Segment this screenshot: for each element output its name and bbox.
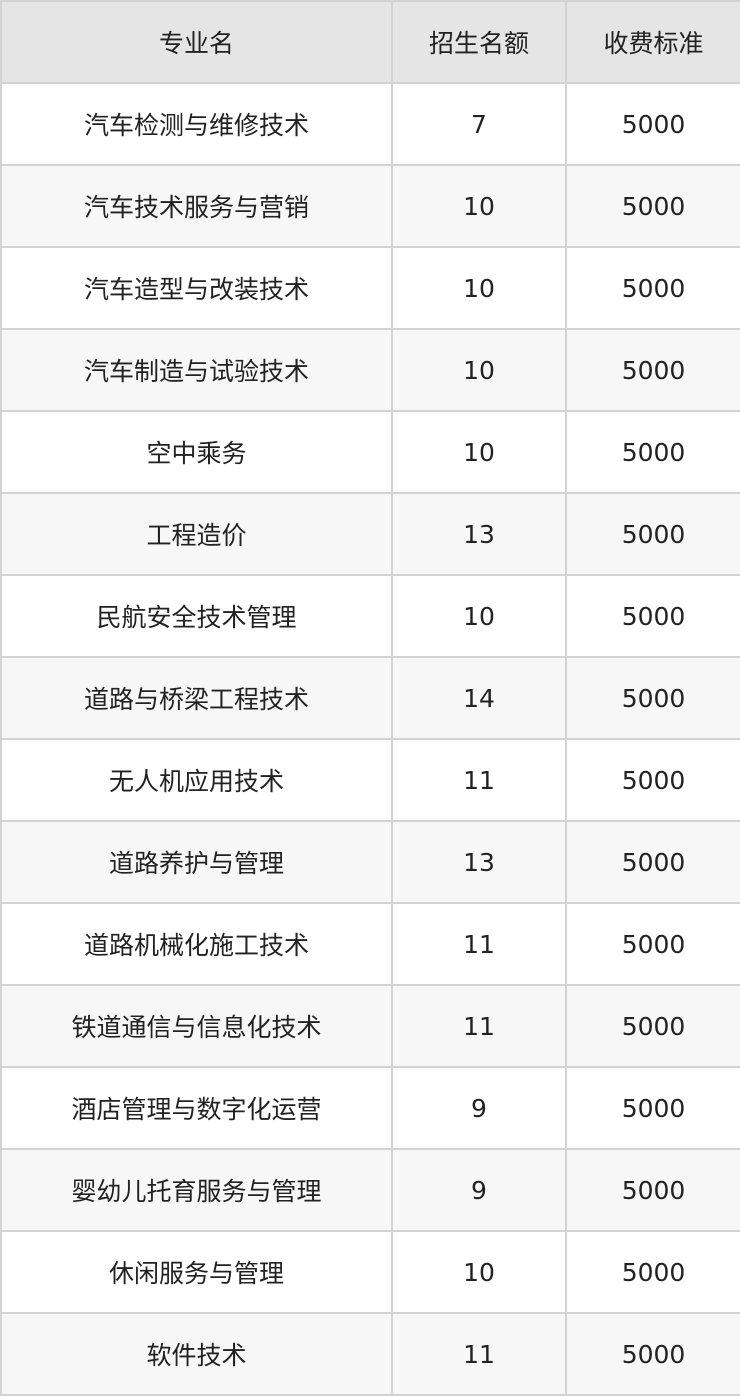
cell-major: 道路养护与管理 xyxy=(0,820,393,904)
cell-fee: 5000 xyxy=(565,1230,740,1314)
cell-fee: 5000 xyxy=(565,82,740,166)
cell-quota: 9 xyxy=(391,1148,567,1232)
cell-major: 汽车检测与维修技术 xyxy=(0,82,393,166)
cell-fee: 5000 xyxy=(565,164,740,248)
cell-quota: 9 xyxy=(391,1066,567,1150)
cell-quota: 7 xyxy=(391,82,567,166)
cell-fee: 5000 xyxy=(565,656,740,740)
header-row: 专业名 招生名额 收费标准 xyxy=(0,0,740,84)
cell-major: 道路与桥梁工程技术 xyxy=(0,656,393,740)
cell-quota: 10 xyxy=(391,410,567,494)
table-row: 道路与桥梁工程技术 14 5000 xyxy=(0,656,740,740)
table-row: 民航安全技术管理 10 5000 xyxy=(0,574,740,658)
cell-major: 婴幼儿托育服务与管理 xyxy=(0,1148,393,1232)
table-row: 空中乘务 10 5000 xyxy=(0,410,740,494)
cell-major: 空中乘务 xyxy=(0,410,393,494)
cell-quota: 13 xyxy=(391,492,567,576)
table-row: 酒店管理与数字化运营 9 5000 xyxy=(0,1066,740,1150)
cell-fee: 5000 xyxy=(565,820,740,904)
cell-quota: 11 xyxy=(391,1312,567,1396)
cell-major: 道路机械化施工技术 xyxy=(0,902,393,986)
cell-quota: 10 xyxy=(391,246,567,330)
cell-quota: 10 xyxy=(391,574,567,658)
cell-quota: 10 xyxy=(391,164,567,248)
cell-quota: 10 xyxy=(391,328,567,412)
cell-fee: 5000 xyxy=(565,1066,740,1150)
cell-major: 汽车技术服务与营销 xyxy=(0,164,393,248)
table-row: 软件技术 11 5000 xyxy=(0,1312,740,1396)
table-row: 道路养护与管理 13 5000 xyxy=(0,820,740,904)
cell-quota: 10 xyxy=(391,1230,567,1314)
cell-major: 无人机应用技术 xyxy=(0,738,393,822)
table-row: 工程造价 13 5000 xyxy=(0,492,740,576)
cell-quota: 13 xyxy=(391,820,567,904)
cell-fee: 5000 xyxy=(565,410,740,494)
cell-major: 工程造价 xyxy=(0,492,393,576)
table-row: 汽车制造与试验技术 10 5000 xyxy=(0,328,740,412)
cell-quota: 11 xyxy=(391,984,567,1068)
cell-fee: 5000 xyxy=(565,492,740,576)
table-row: 汽车检测与维修技术 7 5000 xyxy=(0,82,740,166)
header-fee: 收费标准 xyxy=(565,0,740,84)
header-major: 专业名 xyxy=(0,0,393,84)
cell-fee: 5000 xyxy=(565,574,740,658)
table-row: 汽车造型与改装技术 10 5000 xyxy=(0,246,740,330)
cell-fee: 5000 xyxy=(565,246,740,330)
table-row: 铁道通信与信息化技术 11 5000 xyxy=(0,984,740,1068)
table-row: 汽车技术服务与营销 10 5000 xyxy=(0,164,740,248)
header-quota: 招生名额 xyxy=(391,0,567,84)
cell-fee: 5000 xyxy=(565,738,740,822)
cell-major: 软件技术 xyxy=(0,1312,393,1396)
table-row: 道路机械化施工技术 11 5000 xyxy=(0,902,740,986)
cell-quota: 14 xyxy=(391,656,567,740)
cell-fee: 5000 xyxy=(565,984,740,1068)
cell-fee: 5000 xyxy=(565,328,740,412)
cell-major: 汽车制造与试验技术 xyxy=(0,328,393,412)
table-row: 休闲服务与管理 10 5000 xyxy=(0,1230,740,1314)
cell-fee: 5000 xyxy=(565,902,740,986)
table-row: 婴幼儿托育服务与管理 9 5000 xyxy=(0,1148,740,1232)
cell-major: 酒店管理与数字化运营 xyxy=(0,1066,393,1150)
cell-major: 铁道通信与信息化技术 xyxy=(0,984,393,1068)
cell-fee: 5000 xyxy=(565,1312,740,1396)
cell-fee: 5000 xyxy=(565,1148,740,1232)
cell-major: 民航安全技术管理 xyxy=(0,574,393,658)
cell-quota: 11 xyxy=(391,902,567,986)
cell-quota: 11 xyxy=(391,738,567,822)
cell-major: 休闲服务与管理 xyxy=(0,1230,393,1314)
table-row: 无人机应用技术 11 5000 xyxy=(0,738,740,822)
cell-major: 汽车造型与改装技术 xyxy=(0,246,393,330)
